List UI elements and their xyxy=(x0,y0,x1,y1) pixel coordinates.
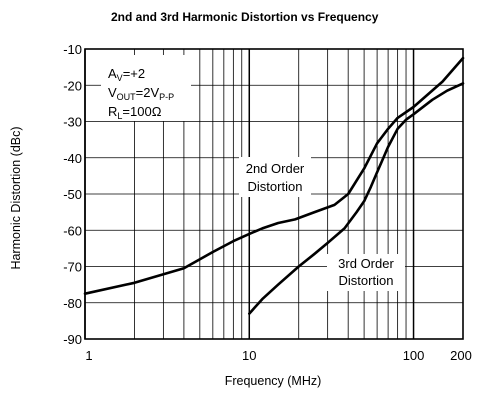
y-tick-label: -60 xyxy=(63,223,82,238)
series-lines xyxy=(83,56,465,315)
x-tick-label: 100 xyxy=(403,348,425,363)
series-label-2nd-box xyxy=(239,157,311,197)
plot-area-frame xyxy=(84,48,464,340)
x-tick-label: 1 xyxy=(85,348,92,363)
series-line-2nd-order xyxy=(83,56,465,296)
y-tick-label: -30 xyxy=(63,115,82,130)
series-label-2nd-line2: Distortion xyxy=(248,179,303,194)
conditions-box xyxy=(101,55,191,121)
x-tick-label: 200 xyxy=(450,348,472,363)
y-tick-label: -70 xyxy=(63,260,82,275)
series-label-2nd-line1: 2nd Order xyxy=(246,161,305,176)
x-tick-labels: 1 10 100 200 xyxy=(85,348,471,363)
condition-gain: AV=+2 xyxy=(108,66,145,83)
condition-load: RL=100Ω xyxy=(108,104,162,121)
series-line-3rd-order xyxy=(248,82,465,315)
series-label-3rd-box xyxy=(327,254,405,291)
condition-output-voltage: VOUT=2VP-P xyxy=(108,85,174,102)
y-tick-labels: -10 -20 -30 -40 -50 -60 -70 -80 -90 xyxy=(63,42,82,347)
y-tick-label: -50 xyxy=(63,187,82,202)
x-tick-label: 10 xyxy=(242,348,256,363)
y-axis-label: Harmonic Distortion (dBc) xyxy=(9,126,23,269)
x-axis-label: Frequency (MHz) xyxy=(225,374,322,388)
series-label-3rd-line1: 3rd Order xyxy=(338,256,394,271)
chart-title: 2nd and 3rd Harmonic Distortion vs Frequ… xyxy=(111,10,379,24)
y-tick-label: -90 xyxy=(63,332,82,347)
y-tick-label: -20 xyxy=(63,78,82,93)
y-tick-label: -10 xyxy=(63,42,82,57)
series-label-3rd-line2: Distortion xyxy=(339,273,394,288)
y-tick-label: -40 xyxy=(63,151,82,166)
y-tick-label: -80 xyxy=(63,296,82,311)
